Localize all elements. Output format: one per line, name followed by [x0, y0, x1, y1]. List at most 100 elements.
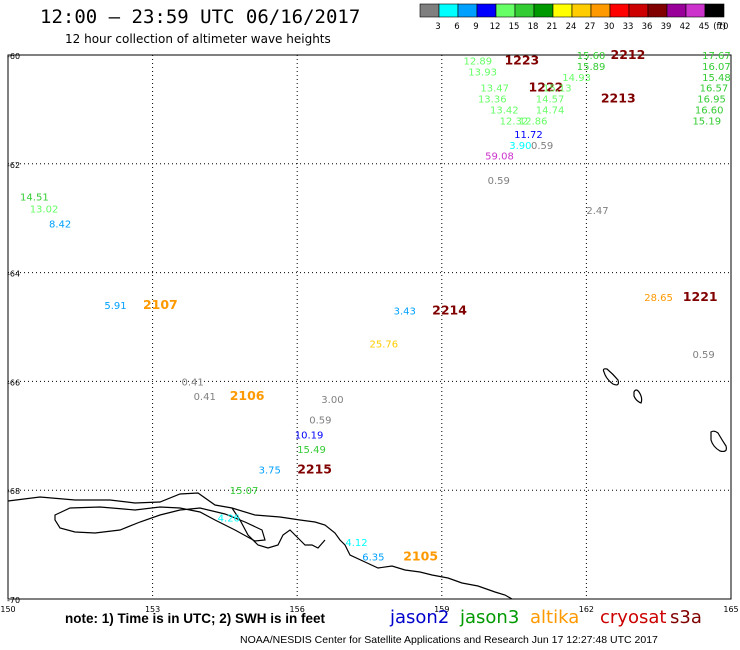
wave-height-label: 17.67: [702, 51, 731, 62]
wave-height-label: 3.00: [321, 395, 343, 406]
colorbar-tick-label: 15: [509, 22, 520, 32]
wave-height-label: 4.12: [345, 538, 367, 549]
pass-time-label: 1221: [683, 289, 718, 304]
colorbar-swatch: [704, 3, 725, 18]
wave-height-label: 14.93: [562, 73, 591, 84]
wave-height-label: 0.41: [182, 377, 204, 388]
satellite-legend-jason3: jason3: [460, 607, 520, 628]
wave-height-label: 12.32: [500, 116, 529, 127]
coastline-peninsula: [231, 507, 326, 549]
wave-height-label: 15.48: [702, 73, 731, 84]
pass-time-label: 2215: [297, 462, 332, 477]
wave-height-label: 0.59: [309, 415, 331, 426]
colorbar-tick-label: 18: [528, 22, 539, 32]
wave-height-label: 8.42: [49, 220, 71, 231]
wave-height-label: 0.59: [488, 176, 510, 187]
pass-time-label: 2107: [143, 297, 178, 312]
wave-height-label: 4.26: [218, 513, 240, 524]
colorbar-tick-label: 39: [661, 22, 672, 32]
wave-height-label: 0.59: [692, 350, 714, 361]
longitude-label: 156: [290, 605, 305, 614]
wave-height-label: 28.65: [644, 293, 673, 304]
latitude-label: -66: [7, 378, 20, 387]
colorbar-tick-label: 30: [604, 22, 615, 32]
wave-height-label: 16.57: [700, 84, 729, 95]
colorbar-tick-label: 6: [454, 22, 459, 32]
colorbar-tick-label: 45: [699, 22, 710, 32]
wave-height-label: 16.95: [697, 95, 726, 106]
wave-height-label: 15.60: [577, 51, 606, 62]
colorbar-tick-label: 33: [623, 22, 634, 32]
latitude-label: -62: [7, 161, 20, 170]
wave-height-label: 12.86: [519, 116, 548, 127]
pass-time-label: 1223: [504, 52, 539, 67]
wave-height-label: 14.51: [20, 192, 49, 203]
wave-height-label: 15.19: [692, 116, 721, 127]
pass-time-label: 2214: [432, 303, 467, 318]
island: [710, 430, 727, 453]
wave-height-label: 12.89: [463, 56, 492, 67]
pass-time-label: 2212: [611, 47, 646, 62]
colorbar-tick-label: 21: [547, 22, 558, 32]
wave-height-label: 15.49: [297, 445, 326, 456]
colorbar-tick-label: 3: [435, 22, 440, 32]
satellite-legend-s3a: s3a: [670, 607, 702, 628]
wave-height-label: 13.47: [480, 84, 509, 95]
wave-height-label: 16.60: [695, 105, 724, 116]
latitude-label: -64: [7, 270, 20, 279]
page-title: 12:00 – 23:59 UTC 06/16/2017: [40, 6, 361, 28]
longitude-label: 153: [145, 605, 160, 614]
pass-time-label: 2213: [601, 91, 636, 106]
wave-height-label: 59.08: [485, 152, 514, 163]
wave-height-label: 14.74: [536, 105, 565, 116]
wave-height-label: 5.91: [104, 301, 126, 312]
map-frame: [7, 54, 732, 600]
colorbar-tick-label: 36: [642, 22, 653, 32]
satellite-legend-altika: altika: [530, 607, 580, 628]
color-scale-legend: 3 6 9 12 15 18 21 24 27 30 33 36 39 42 45 70(ft): [419, 3, 729, 32]
wave-height-label: 13.93: [468, 67, 497, 78]
longitude-label: 159: [434, 605, 449, 614]
wave-height-label: 3.75: [259, 466, 281, 477]
wave-height-label: 13.36: [478, 95, 507, 106]
coastline: [7, 492, 513, 600]
latitude-label: -68: [7, 487, 20, 496]
colorbar-unit-label: (ft): [713, 22, 726, 32]
credit-line: NOAA/NESDIS Center for Satellite Applica…: [240, 634, 658, 646]
colorbar-tick-label: 24: [566, 22, 577, 32]
colorbar-tick-label: 70: [718, 22, 729, 32]
pass-time-label: 2106: [230, 388, 265, 403]
latitude-label: -60: [7, 52, 20, 61]
longitude-label: 165: [723, 605, 738, 614]
wave-height-label: 6.35: [362, 553, 384, 564]
wave-height-label: 13.02: [30, 204, 59, 215]
colorbar-tick-label: 9: [473, 22, 478, 32]
colorbar-tick-label: 12: [490, 22, 501, 32]
island: [602, 368, 620, 386]
wave-height-label: 3.43: [394, 307, 416, 318]
longitude-label: 162: [579, 605, 594, 614]
wave-height-label: 2.47: [586, 206, 608, 217]
wave-height-label: 11.72: [514, 130, 543, 141]
pass-time-label: 1222: [529, 80, 564, 95]
coastline-island: [54, 506, 266, 542]
wave-height-label: 0.59: [531, 141, 553, 152]
wave-height-label: 13.42: [490, 105, 519, 116]
pass-time-label: 2105: [403, 549, 438, 564]
latitude-label: -70: [7, 596, 20, 605]
wave-height-label: 16.07: [702, 62, 731, 73]
wave-height-label: 10.19: [295, 431, 324, 442]
island: [633, 389, 643, 404]
wave-height-label: 0.41: [194, 392, 216, 403]
colorbar-tick-label: 27: [585, 22, 596, 32]
longitude-label: 150: [0, 605, 15, 614]
satellite-legend-cryosat: cryosat: [600, 607, 667, 628]
colorbar-tick-label: 42: [680, 22, 691, 32]
wave-height-label: 3.90: [509, 141, 531, 152]
footnote: note: 1) Time is in UTC; 2) SWH is in fe…: [65, 611, 326, 626]
wave-height-label: 15.89: [577, 62, 606, 73]
wave-height-label: 15.07: [230, 486, 259, 497]
page-subtitle: 12 hour collection of altimeter wave hei…: [65, 32, 331, 46]
